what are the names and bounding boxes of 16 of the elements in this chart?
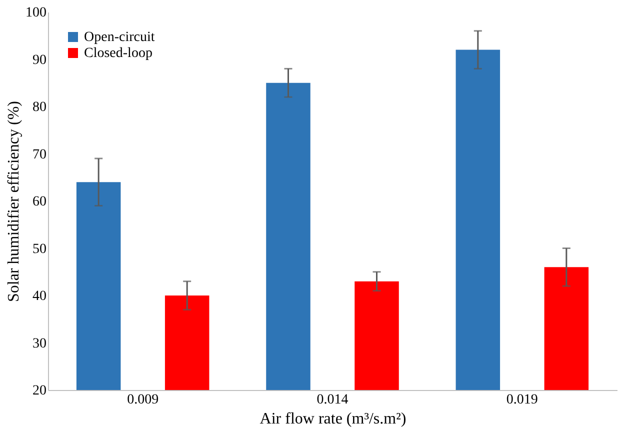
- y-tick-label: 80: [32, 100, 46, 115]
- y-tick-label: 50: [32, 242, 46, 257]
- y-tick-label: 100: [26, 6, 46, 20]
- x-tick-label: 0.014: [316, 392, 348, 408]
- y-tick-label: 30: [32, 336, 46, 352]
- y-tick-label: 20: [32, 384, 46, 398]
- x-tick-label: 0.009: [127, 392, 159, 408]
- legend-label: Open-circuit: [84, 30, 155, 45]
- y-tick-label: 70: [32, 147, 46, 162]
- y-tick-label: 90: [32, 52, 46, 68]
- legend-label: Closed-loop: [84, 46, 152, 61]
- y-tick-label: 40: [32, 289, 46, 304]
- y-tick-label: 60: [32, 194, 46, 210]
- x-axis-title: Air flow rate (m³/s.m²): [260, 410, 406, 428]
- y-axis-title: Solar humidifier efficiency (%): [6, 101, 22, 302]
- x-tick-label: 0.019: [506, 392, 538, 408]
